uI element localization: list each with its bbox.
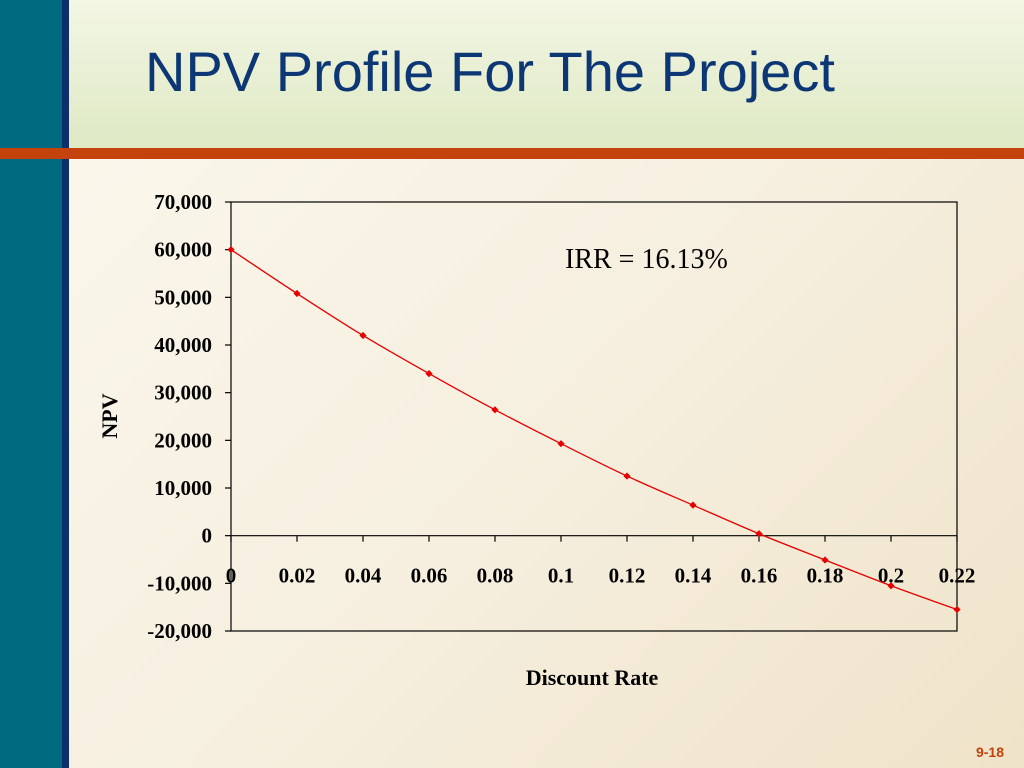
y-tick-label: 30,000 [154, 381, 212, 405]
y-tick-label: 40,000 [154, 333, 212, 357]
slide-number: 9-18 [975, 744, 1004, 760]
x-tick-label: 0.16 [741, 564, 778, 588]
title-underline-bar [0, 148, 1024, 159]
npv-data-point [887, 582, 895, 590]
y-tick-label: 60,000 [154, 238, 212, 262]
npv-data-point [491, 406, 499, 414]
npv-data-point [953, 605, 961, 614]
x-tick-label: 0.04 [345, 564, 382, 588]
npv-series-line [230, 249, 958, 611]
npv-data-point [227, 246, 235, 254]
y-tick-label: -10,000 [147, 571, 212, 595]
irr-annotation: IRR = 16.13% [565, 244, 728, 275]
npv-data-point [689, 501, 697, 509]
title-band [69, 0, 1024, 148]
npv-data-point [425, 370, 433, 378]
y-tick-label: 50,000 [154, 285, 212, 309]
x-tick-label: 0.22 [939, 564, 976, 588]
npv-data-point [557, 440, 565, 448]
x-tick-label: 0.02 [279, 564, 316, 588]
x-tick-label: 0.08 [477, 564, 514, 588]
y-tick-label: 10,000 [154, 476, 212, 500]
npv-data-point [623, 472, 631, 480]
x-tick-label: 0.14 [675, 564, 712, 588]
y-tick-label: -20,000 [147, 619, 212, 643]
x-tick-label: 0.1 [548, 564, 574, 588]
npv-data-point [293, 289, 301, 298]
y-tick-label: 70,000 [154, 190, 212, 214]
x-axis-title: Discount Rate [526, 665, 659, 690]
left-color-band [0, 0, 62, 768]
npv-data-point [755, 530, 763, 538]
x-tick-label: 0.06 [411, 564, 448, 588]
x-tick-label: 0 [226, 564, 237, 588]
y-axis-title: NPV [97, 393, 122, 438]
x-tick-label: 0.18 [807, 564, 844, 588]
y-tick-label: 20,000 [154, 428, 212, 452]
page-title: NPV Profile For The Project [145, 40, 835, 103]
plot-area [230, 201, 958, 632]
npv-data-point [359, 331, 367, 340]
npv-data-point [821, 556, 829, 564]
left-accent-stripe [62, 0, 69, 768]
y-tick-label: 0 [202, 524, 213, 548]
x-tick-label: 0.12 [609, 564, 646, 588]
